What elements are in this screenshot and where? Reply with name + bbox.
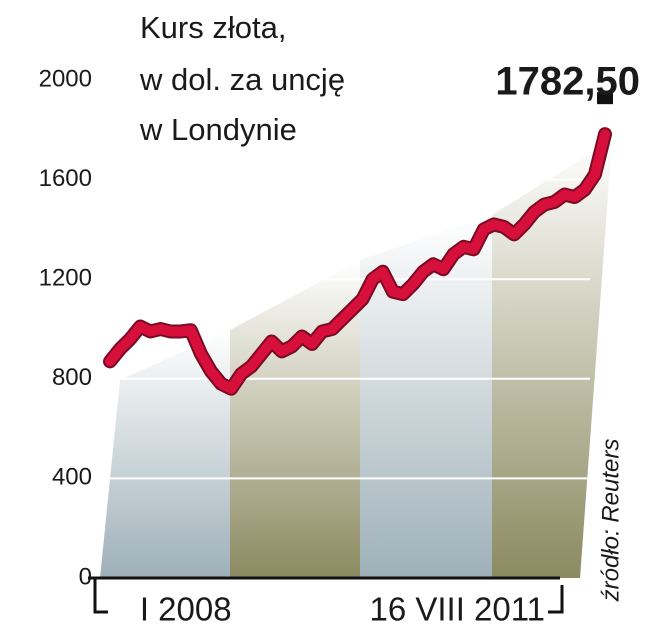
band [100, 330, 230, 578]
band [492, 140, 612, 578]
y-tick-label: 2000 [39, 65, 92, 92]
y-tick-label: 1600 [39, 165, 92, 192]
y-tick-label: 1200 [39, 265, 92, 292]
band [230, 260, 360, 578]
x-tick-label: 16 VIII 2011 [369, 591, 545, 628]
band [360, 215, 492, 578]
line [105, 129, 610, 394]
value-label: 1782,50 [495, 60, 640, 104]
y-tick-label: 0 [79, 563, 92, 590]
title-line: w dol. za uncję [139, 62, 345, 97]
end-marker [597, 92, 613, 105]
bands [100, 140, 612, 578]
source: źródło: Reuters [597, 439, 624, 603]
x-axis [88, 576, 564, 614]
title-line: Kurs złota, [140, 10, 286, 45]
title-line: w Londynie [139, 112, 297, 147]
y-tick-label: 800 [52, 364, 92, 391]
grid [100, 178, 590, 480]
y-tick-label: 400 [52, 464, 92, 491]
x-tick-label: I 2008 [140, 591, 232, 628]
